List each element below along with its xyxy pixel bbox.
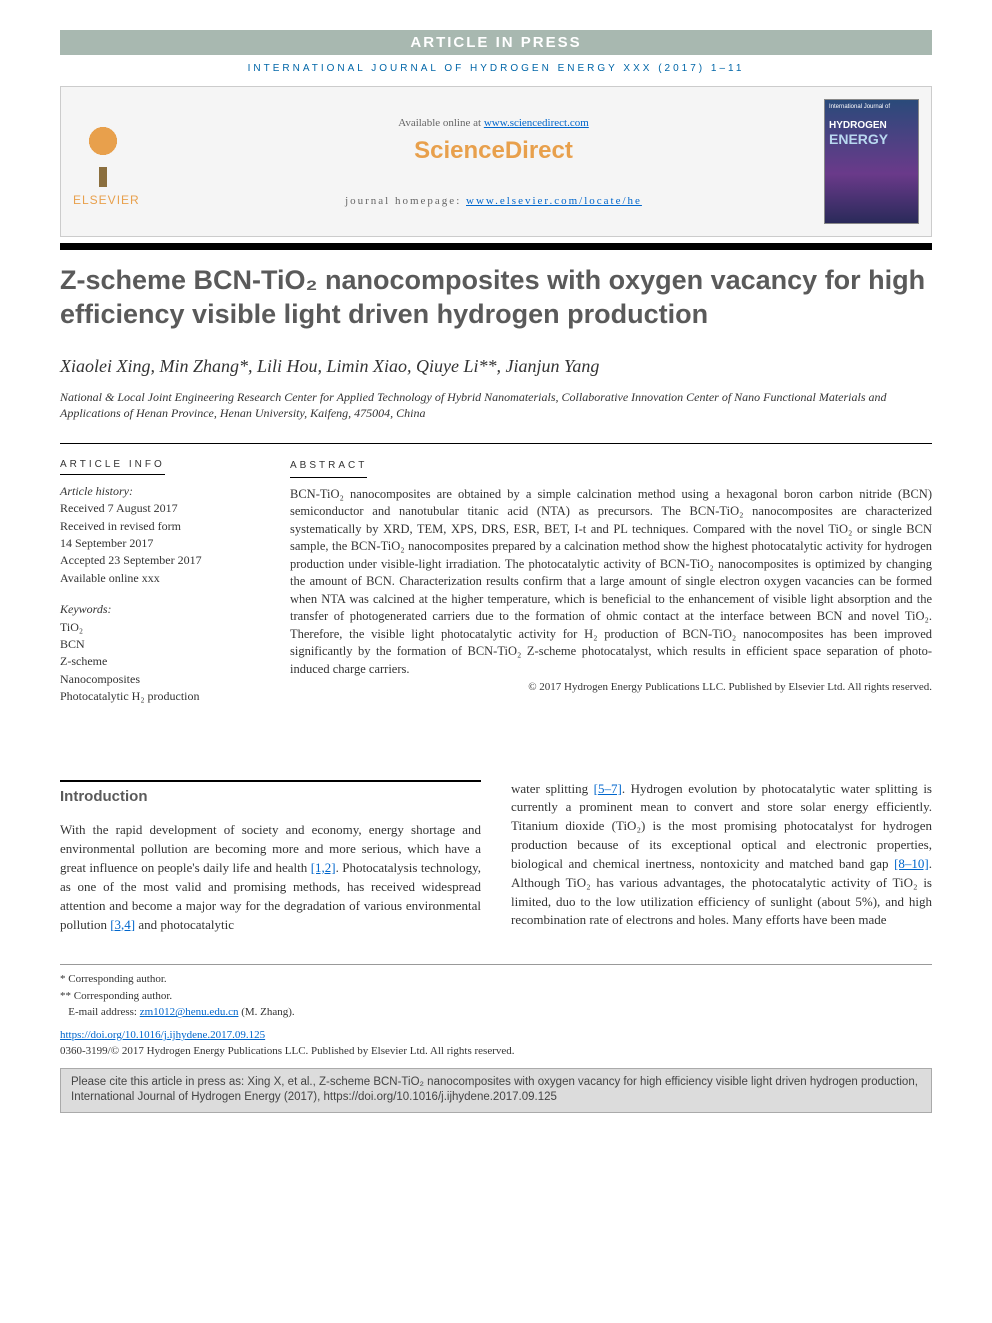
article-info-label: ARTICLE INFO	[60, 459, 165, 475]
article-history: Article history: Received 7 August 2017 …	[60, 483, 260, 587]
abstract-label: ABSTRACT	[290, 459, 367, 478]
homepage-label: journal homepage:	[345, 195, 466, 207]
revised-label: Received in revised form	[60, 518, 260, 535]
corresponding-2: ** Corresponding author.	[60, 988, 932, 1005]
revised-date: 14 September 2017	[60, 535, 260, 552]
elsevier-tree-icon	[73, 117, 133, 177]
sciencedirect-url[interactable]: www.sciencedirect.com	[484, 117, 589, 129]
ref-link[interactable]: [5–7]	[594, 781, 622, 796]
keyword: BCN	[60, 636, 260, 653]
article-in-press-banner: ARTICLE IN PRESS	[60, 30, 932, 55]
body-right-column: water splitting [5–7]. Hydrogen evolutio…	[511, 780, 932, 935]
issn-copyright: 0360-3199/© 2017 Hydrogen Energy Publica…	[60, 1043, 932, 1060]
cite-this-article-box: Please cite this article in press as: Xi…	[60, 1068, 932, 1113]
doi-line: https://doi.org/10.1016/j.ijhydene.2017.…	[60, 1027, 932, 1044]
history-title: Article history:	[60, 483, 260, 500]
homepage-line: journal homepage: www.elsevier.com/locat…	[163, 195, 824, 207]
ref-link[interactable]: [8–10]	[894, 856, 929, 871]
keywords-title: Keywords:	[60, 601, 260, 618]
journal-reference: INTERNATIONAL JOURNAL OF HYDROGEN ENERGY…	[60, 63, 932, 74]
keyword: Nanocomposites	[60, 671, 260, 688]
elsevier-text: ELSEVIER	[73, 193, 140, 207]
intro-paragraph-left: With the rapid development of society an…	[60, 821, 481, 934]
intro-paragraph-right: water splitting [5–7]. Hydrogen evolutio…	[511, 780, 932, 931]
keyword: Z-scheme	[60, 653, 260, 670]
email-who: (M. Zhang).	[238, 1006, 294, 1018]
elsevier-logo: ELSEVIER	[73, 117, 143, 207]
authors-line: Xiaolei Xing, Min Zhang*, Lili Hou, Limi…	[60, 356, 932, 377]
keyword: TiO₂	[60, 619, 260, 636]
journal-cover-thumbnail: International Journal of HYDROGEN ENERGY	[824, 99, 919, 224]
abstract-text: BCN-TiO₂ nanocomposites are obtained by …	[290, 486, 932, 679]
email-link[interactable]: zm1012@henu.edu.cn	[140, 1006, 239, 1018]
accepted-date: Accepted 23 September 2017	[60, 552, 260, 569]
black-divider	[60, 243, 932, 250]
doi-link[interactable]: https://doi.org/10.1016/j.ijhydene.2017.…	[60, 1029, 265, 1041]
info-abstract-row: ARTICLE INFO Article history: Received 7…	[60, 443, 932, 720]
cover-small-text: International Journal of	[829, 104, 914, 110]
available-label: Available online at	[398, 117, 484, 129]
article-info-column: ARTICLE INFO Article history: Received 7…	[60, 456, 260, 720]
available-online-line: Available online at www.sciencedirect.co…	[163, 117, 824, 129]
online-date: Available online xxx	[60, 570, 260, 587]
abstract-column: ABSTRACT BCN-TiO₂ nanocomposites are obt…	[290, 456, 932, 720]
ref-link[interactable]: [3,4]	[110, 917, 135, 932]
introduction-heading: Introduction	[60, 780, 481, 808]
body-left-column: Introduction With the rapid development …	[60, 780, 481, 935]
ref-link[interactable]: [1,2]	[311, 860, 336, 875]
cover-title-hydrogen: HYDROGEN	[829, 120, 914, 131]
affiliation: National & Local Joint Engineering Resea…	[60, 389, 932, 421]
header-center: Available online at www.sciencedirect.co…	[163, 117, 824, 207]
sciencedirect-logo: ScienceDirect	[163, 137, 824, 165]
header-box: ELSEVIER Available online at www.science…	[60, 86, 932, 237]
abstract-copyright: © 2017 Hydrogen Energy Publications LLC.…	[290, 680, 932, 695]
footnotes: * Corresponding author. ** Corresponding…	[60, 964, 932, 1060]
homepage-url[interactable]: www.elsevier.com/locate/he	[466, 195, 642, 207]
email-line: E-mail address: zm1012@henu.edu.cn (M. Z…	[60, 1004, 932, 1021]
keyword: Photocatalytic H₂ production	[60, 688, 260, 705]
article-title: Z-scheme BCN-TiO₂ nanocomposites with ox…	[60, 264, 932, 332]
corresponding-1: * Corresponding author.	[60, 971, 932, 988]
received-date: Received 7 August 2017	[60, 500, 260, 517]
body-two-column: Introduction With the rapid development …	[60, 780, 932, 935]
cover-title-energy: ENERGY	[829, 131, 914, 147]
keywords-block: Keywords: TiO₂ BCN Z-scheme Nanocomposit…	[60, 601, 260, 705]
email-label: E-mail address:	[68, 1006, 139, 1018]
